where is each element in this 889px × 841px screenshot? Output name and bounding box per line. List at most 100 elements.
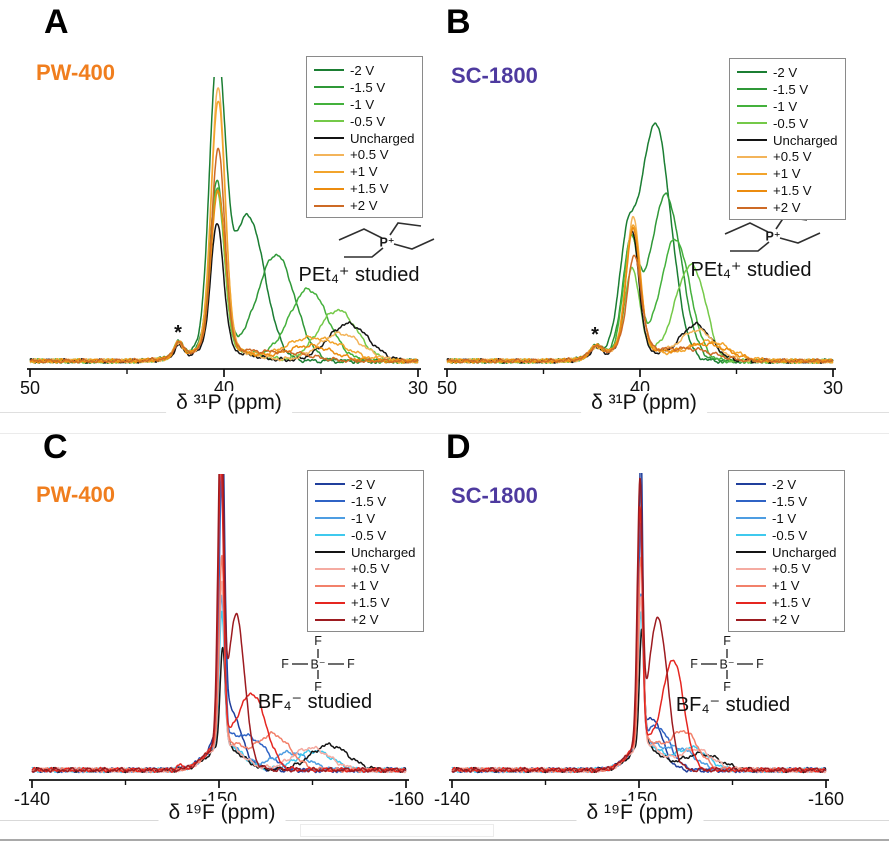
legend-label: -1 V: [773, 98, 798, 114]
f-atom-label: F: [723, 680, 731, 694]
legend-label: +0.5 V: [350, 147, 389, 163]
legend-swatch: [736, 500, 766, 503]
legend-item: +1.5 V: [314, 180, 422, 197]
legend-swatch: [314, 103, 344, 106]
legend-label: -1 V: [351, 510, 376, 526]
legend-swatch: [737, 155, 767, 158]
legend-item: +2 V: [314, 197, 422, 214]
legend-item: -1 V: [736, 510, 844, 527]
legend-item: -2 V: [737, 64, 845, 81]
legend-label: -2 V: [773, 64, 798, 80]
f-atom-label: F: [756, 657, 764, 671]
legend-item: +1.5 V: [315, 594, 423, 611]
material-label-pw400-bottom: PW-400: [36, 482, 116, 507]
panel-letter-d: D: [446, 428, 471, 466]
panel-letter-b: B: [446, 3, 471, 41]
legend-swatch: [737, 189, 767, 192]
legend-item: Uncharged: [315, 544, 423, 561]
f-atom-label: F: [723, 634, 731, 648]
legend-item: Uncharged: [736, 544, 844, 561]
panel-letter-a: A: [44, 3, 69, 41]
legend-swatch: [737, 206, 767, 209]
legend-item: +1 V: [314, 163, 422, 180]
legend-swatch: [315, 517, 345, 520]
bf4minus-structure-icon: F F F F B⁻: [690, 634, 764, 694]
legend-label: Uncharged: [773, 132, 838, 148]
legend-item: -2 V: [315, 476, 423, 493]
legend-swatch: [736, 601, 766, 604]
legend-label: Uncharged: [772, 544, 837, 560]
legend-swatch: [315, 483, 345, 486]
f-atom-label: F: [314, 680, 322, 694]
legend-swatch: [314, 153, 344, 156]
legend-swatch: [736, 483, 766, 486]
legend-label: +1 V: [350, 164, 378, 180]
b-atom-label: B⁻: [720, 658, 735, 672]
legend-label: -1.5 V: [350, 79, 386, 95]
legend-item: +0.5 V: [314, 146, 422, 163]
legend-item: +0.5 V: [736, 560, 844, 577]
x-axis-tick-label: -140: [434, 789, 470, 809]
legend-label: +1.5 V: [772, 595, 811, 611]
divider-line: [0, 433, 889, 434]
spectra-group-B: [446, 122, 834, 365]
x-axis-tick-label: -160: [388, 789, 424, 809]
legend-panel-a: -2 V -1.5 V -1 V -0.5 V Uncharged +0.5 V +1 V +…: [306, 56, 423, 219]
material-label-sc1800-bottom: SC-1800: [451, 483, 538, 508]
legend-swatch: [737, 139, 767, 141]
structure-caption-d: BF₄⁻ studied: [675, 694, 791, 716]
legend-swatch: [736, 584, 766, 587]
legend-label: +0.5 V: [773, 149, 812, 165]
x-axis-label-b: δ ³¹P (ppm): [581, 391, 707, 419]
legend-label: +2 V: [350, 198, 378, 214]
legend-swatch: [737, 88, 767, 91]
legend-label: -2 V: [772, 476, 797, 492]
x-axis-tick-label: 50: [437, 378, 457, 398]
legend-item: -1 V: [314, 96, 422, 113]
legend-swatch: [737, 122, 767, 125]
legend-label: -2 V: [351, 476, 376, 492]
legend-label: -1 V: [772, 510, 797, 526]
legend-panel-c: -2 V -1.5 V -1 V -0.5 V Uncharged +0.5 V +1 V +…: [307, 470, 424, 633]
legend-item: -1 V: [737, 98, 845, 115]
legend-item: -1.5 V: [736, 493, 844, 510]
legend-label: +1.5 V: [350, 181, 389, 197]
legend-label: +2 V: [773, 200, 801, 216]
legend-item: -1.5 V: [737, 81, 845, 98]
f-atom-label: F: [690, 657, 698, 671]
legend-label: -0.5 V: [773, 115, 809, 131]
legend-swatch: [315, 618, 345, 621]
f-atom-label: F: [347, 657, 355, 671]
legend-swatch: [314, 187, 344, 190]
legend-swatch: [315, 567, 345, 570]
legend-item: +2 V: [315, 611, 423, 628]
b-atom-label: B⁻: [311, 658, 326, 672]
legend-item: -0.5 V: [315, 527, 423, 544]
pet4plus-structure-icon: P⁺: [338, 222, 435, 258]
legend-label: +2 V: [772, 612, 800, 628]
material-label-sc1800-top: SC-1800: [451, 63, 538, 88]
legend-swatch: [314, 137, 344, 139]
bf4minus-structure-icon: F F F F B⁻: [281, 634, 355, 694]
legend-swatch: [314, 204, 344, 207]
legend-label: +1 V: [772, 578, 800, 594]
legend-item: -2 V: [314, 62, 422, 79]
p-atom-label: P⁺: [380, 236, 395, 250]
legend-swatch: [737, 105, 767, 108]
legend-item: -2 V: [736, 476, 844, 493]
legend-swatch: [736, 618, 766, 621]
asterisk-annotation-a: *: [174, 322, 182, 344]
asterisk-annotation-b: *: [591, 324, 599, 346]
legend-item: +1 V: [315, 577, 423, 594]
legend-item: +1 V: [737, 165, 845, 182]
legend-label: +1.5 V: [773, 183, 812, 199]
spectrum-curve: [29, 147, 419, 364]
legend-swatch: [736, 534, 766, 537]
x-axis-label-c: δ ¹⁹F (ppm): [158, 801, 286, 829]
legend-item: -0.5 V: [737, 115, 845, 132]
legend-item: +1.5 V: [737, 182, 845, 199]
x-axis-tick-label: 50: [20, 378, 40, 398]
spectra-group-D: [451, 473, 827, 774]
divider-line: [0, 839, 889, 841]
